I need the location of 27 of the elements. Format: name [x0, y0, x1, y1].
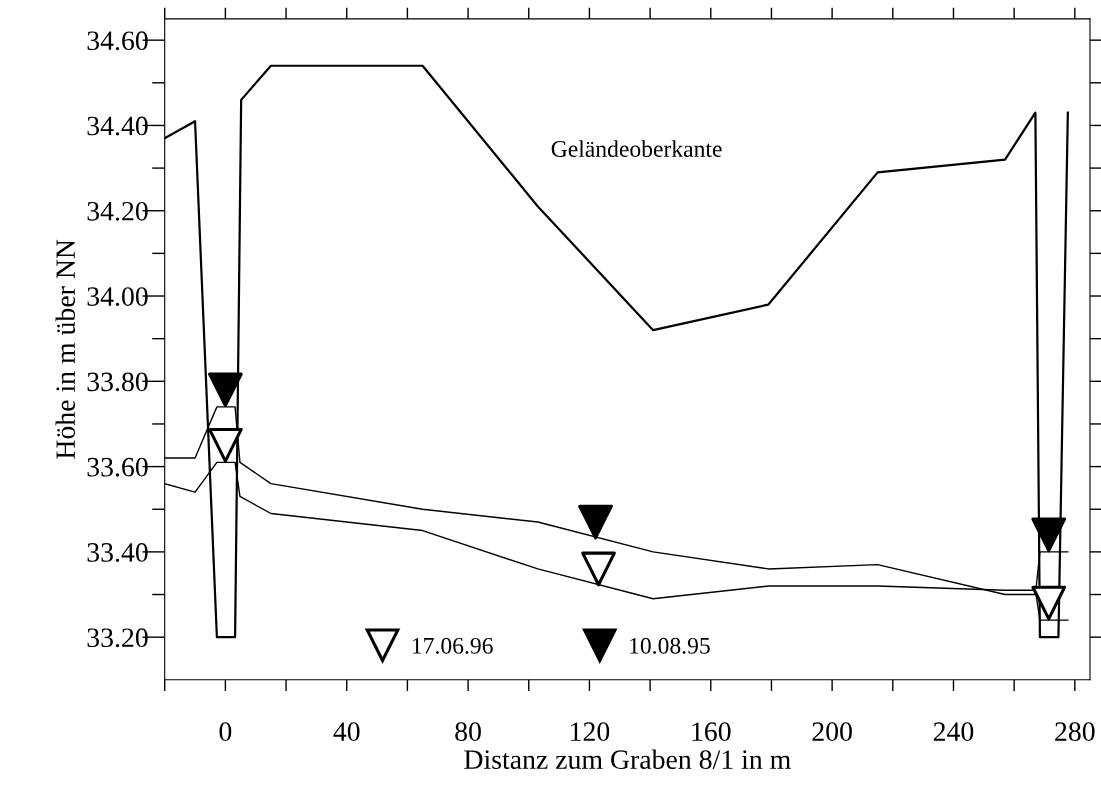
y-axis-title: Höhe in m über NN — [55, 239, 76, 459]
y-tick-label: 33.80 — [87, 372, 148, 392]
point — [1031, 517, 1067, 553]
y-tick-label: 34.20 — [87, 201, 148, 221]
x-tick-label: 240 — [933, 722, 974, 742]
x-tick-label: 280 — [1055, 722, 1095, 742]
x-tick-label: 0 — [219, 722, 232, 742]
y-tick-label: 34.60 — [87, 31, 148, 51]
y-tick-label: 34.40 — [87, 116, 148, 136]
series-label: Geländeoberkante — [551, 140, 722, 157]
point — [581, 551, 616, 587]
point — [208, 372, 243, 408]
y-tick-label: 34.00 — [87, 287, 148, 307]
legend-label: 17.06.96 — [412, 637, 493, 654]
legend-label: 10.08.95 — [630, 637, 710, 654]
x-tick-label: 40 — [333, 722, 360, 742]
point — [208, 427, 243, 463]
x-tick-label: 120 — [571, 722, 610, 742]
x-tick-label: 80 — [455, 722, 481, 742]
y-tick-label: 33.60 — [87, 457, 148, 477]
x-tick-label: 160 — [692, 722, 731, 742]
y-tick-label: 33.40 — [87, 543, 148, 562]
point — [1031, 585, 1067, 621]
x-axis-title: Distanz zum Graben 8/1 in m — [464, 749, 791, 769]
x-tick-label: 200 — [812, 722, 852, 742]
point — [578, 504, 613, 540]
y-tick-label: 33.20 — [87, 628, 148, 648]
